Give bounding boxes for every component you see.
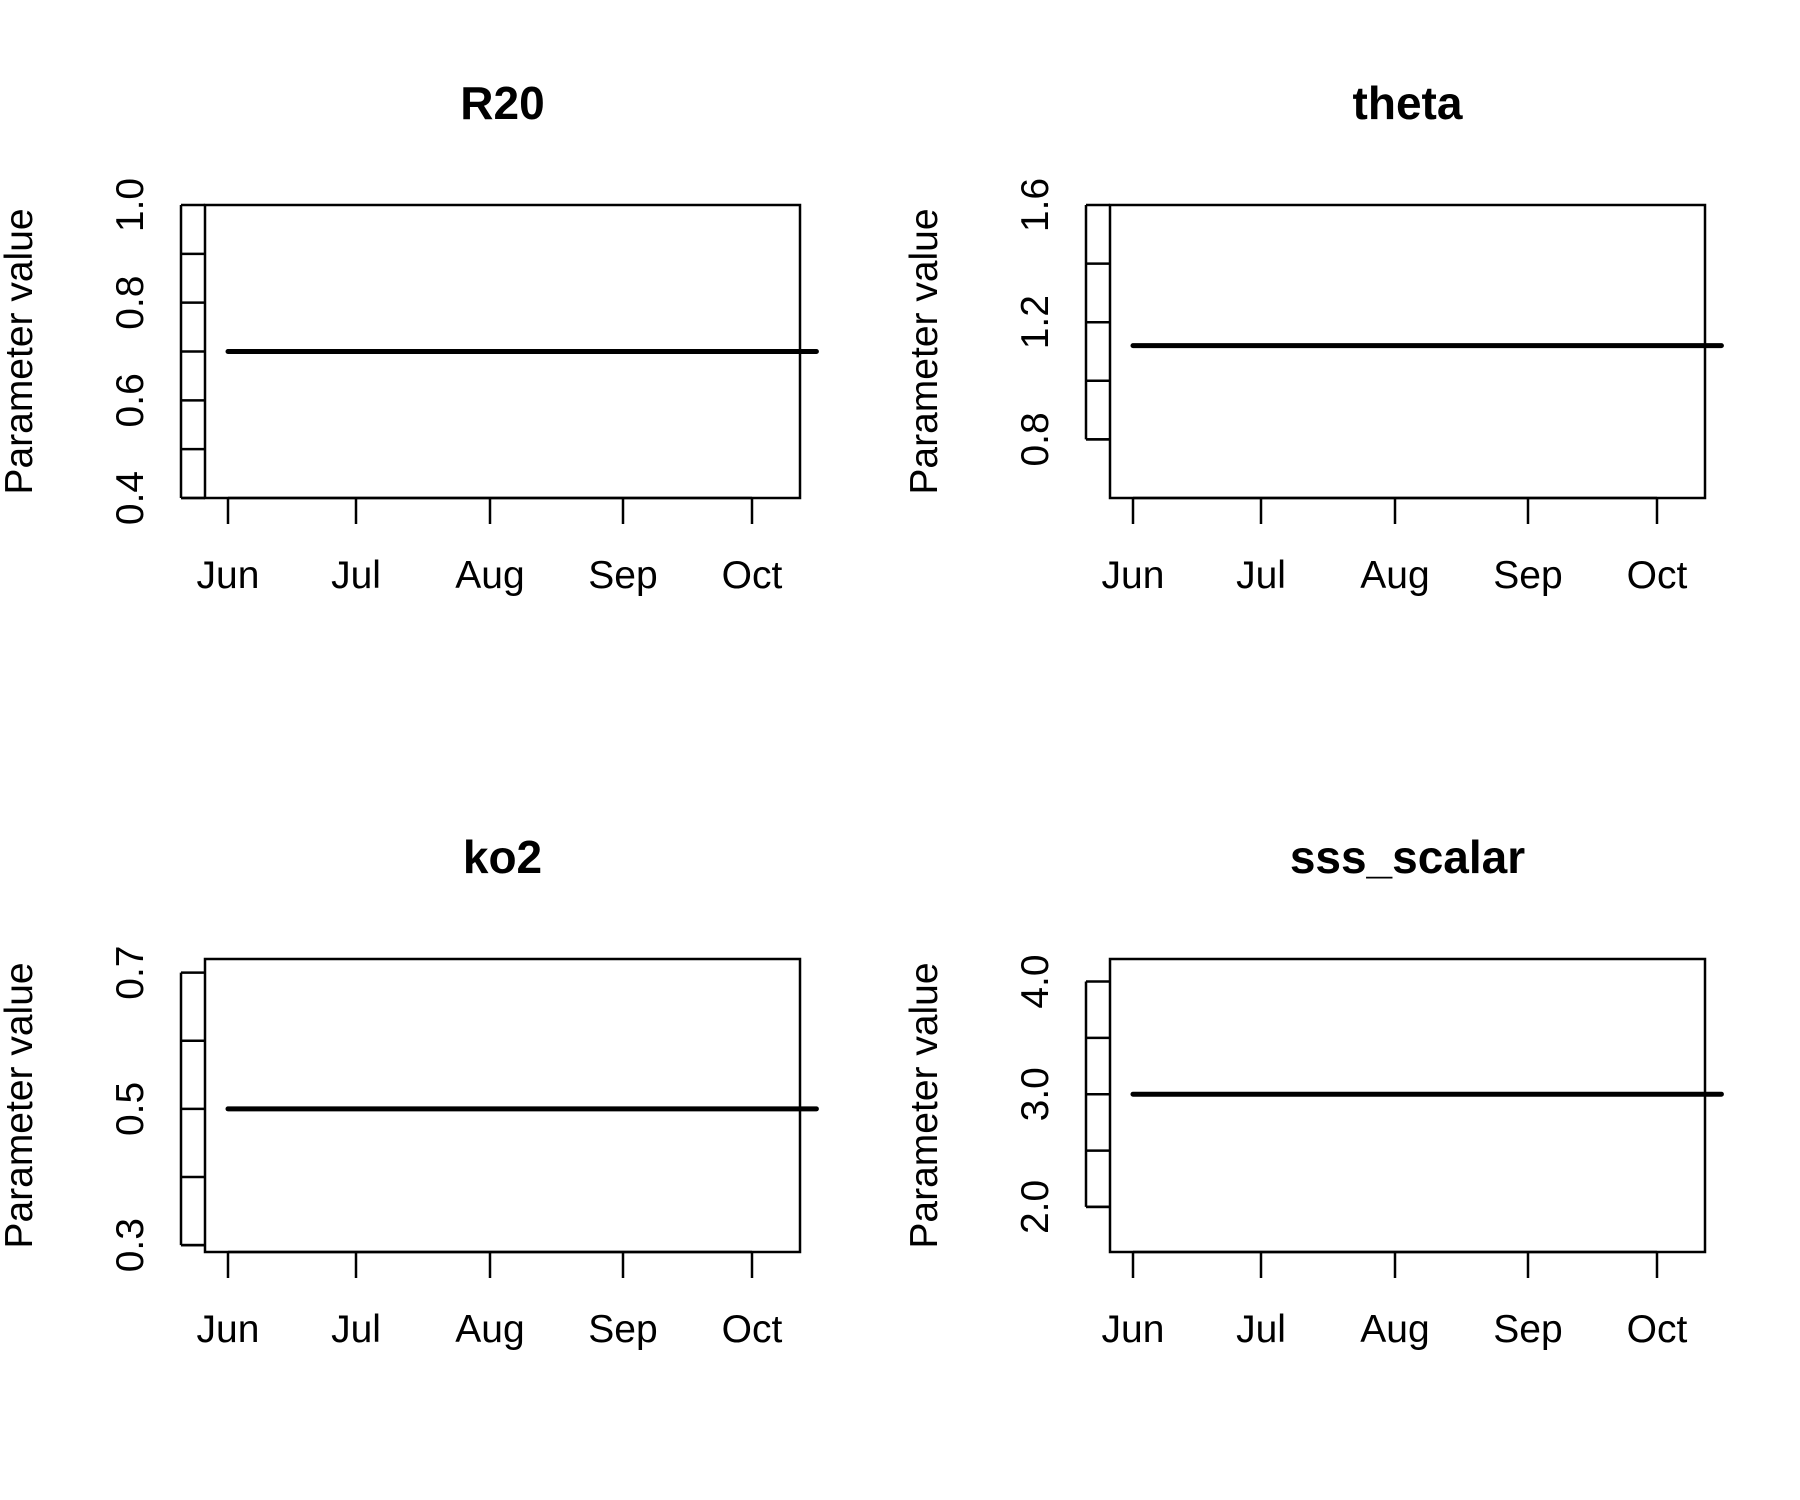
x-tick-label: Aug bbox=[455, 1308, 524, 1351]
y-tick-label: 0.4 bbox=[109, 471, 152, 525]
x-tick-label: Sep bbox=[1493, 554, 1562, 597]
x-tick-label: Jul bbox=[1236, 554, 1286, 597]
y-tick-label: 1.0 bbox=[109, 178, 152, 232]
y-tick-label: 1.6 bbox=[1014, 178, 1057, 232]
x-tick-label: Jun bbox=[197, 554, 260, 597]
x-tick-label: Oct bbox=[722, 1308, 783, 1351]
y-tick-label: 0.3 bbox=[109, 1218, 152, 1272]
x-tick-label: Aug bbox=[455, 554, 524, 597]
panel-title: sss_scalar bbox=[1290, 831, 1525, 883]
y-tick-label: 2.0 bbox=[1014, 1180, 1057, 1234]
x-tick-label: Jun bbox=[1102, 554, 1165, 597]
plot-frame bbox=[1108, 203, 1707, 500]
y-tick-label: 1.2 bbox=[1014, 295, 1057, 349]
y-axis-label: Parameter value bbox=[903, 208, 946, 494]
x-tick-label: Oct bbox=[722, 554, 783, 597]
y-tick-label: 3.0 bbox=[1014, 1067, 1057, 1121]
y-tick-label: 0.5 bbox=[109, 1082, 152, 1136]
panel-title: ko2 bbox=[463, 831, 542, 883]
y-tick-label: 0.7 bbox=[109, 946, 152, 1000]
y-axis-label: Parameter value bbox=[903, 962, 946, 1248]
plot-frame bbox=[1108, 957, 1707, 1254]
x-tick-label: Jul bbox=[1236, 1308, 1286, 1351]
x-tick-label: Jun bbox=[1102, 1308, 1165, 1351]
panel-title: R20 bbox=[460, 77, 544, 129]
x-tick-label: Oct bbox=[1627, 554, 1688, 597]
y-tick-label: 0.8 bbox=[1014, 412, 1057, 466]
x-tick-label: Sep bbox=[588, 1308, 657, 1351]
panel-4: sss_scalar 2.0 3.0 4.0 Parameter value Jun Jul… bbox=[903, 831, 1724, 1351]
y-tick-label: 0.8 bbox=[109, 276, 152, 330]
y-tick-label: 4.0 bbox=[1014, 954, 1057, 1008]
x-tick-label: Aug bbox=[1360, 1308, 1429, 1351]
x-tick-label: Jul bbox=[331, 1308, 381, 1351]
y-axis-label: Parameter value bbox=[0, 208, 41, 494]
y-axis-label: Parameter value bbox=[0, 962, 41, 1248]
plot-frame bbox=[203, 957, 802, 1254]
x-tick-label: Oct bbox=[1627, 1308, 1688, 1351]
x-tick-label: Jun bbox=[197, 1308, 260, 1351]
y-tick-label: 0.6 bbox=[109, 373, 152, 427]
x-tick-label: Aug bbox=[1360, 554, 1429, 597]
x-tick-label: Sep bbox=[588, 554, 657, 597]
x-tick-label: Sep bbox=[1493, 1308, 1562, 1351]
panel-1: R20 0.4 0.6 0.8 1.0 Parameter value Jun Jul Aug S… bbox=[0, 77, 819, 597]
panel-title: theta bbox=[1353, 77, 1463, 129]
panel-2: theta 0.8 1.2 1.6 Parameter value Jun Jul Aug Se… bbox=[903, 77, 1724, 597]
panel-3: ko2 0.3 0.5 0.7 Parameter value Jun Jul Aug Sep O… bbox=[0, 831, 819, 1351]
x-tick-label: Jul bbox=[331, 554, 381, 597]
